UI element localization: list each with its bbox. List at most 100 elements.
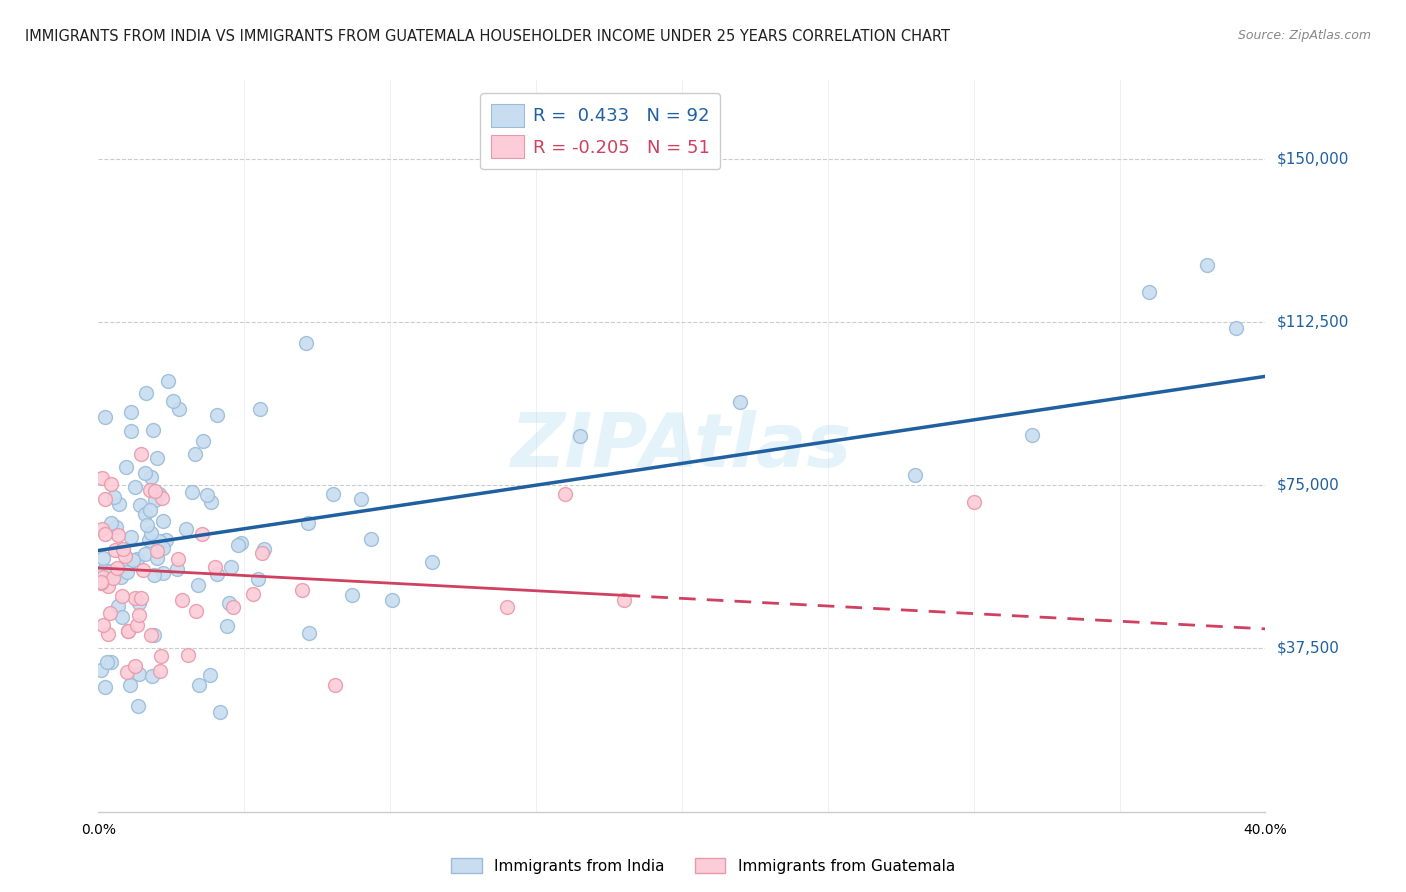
Point xyxy=(128,597,150,611)
Point xyxy=(350,492,373,507)
Point xyxy=(114,459,136,474)
Point xyxy=(141,669,163,683)
Point xyxy=(97,627,120,641)
Point xyxy=(222,599,245,614)
Point xyxy=(124,480,146,494)
Point xyxy=(142,423,165,437)
Point xyxy=(291,582,314,597)
Point xyxy=(184,447,207,461)
Point xyxy=(91,617,114,632)
Point xyxy=(191,434,214,449)
Legend: R =  0.433   N = 92, R = -0.205   N = 51: R = 0.433 N = 92, R = -0.205 N = 51 xyxy=(481,93,720,169)
Point xyxy=(125,618,148,632)
Point xyxy=(118,678,141,692)
Point xyxy=(204,560,226,574)
Point xyxy=(129,591,152,605)
Point xyxy=(145,551,167,566)
Point xyxy=(150,491,173,506)
Point xyxy=(148,534,170,549)
Point xyxy=(103,571,125,585)
Point xyxy=(325,678,347,692)
Point xyxy=(1021,427,1043,442)
Point xyxy=(148,487,170,501)
Point xyxy=(322,487,344,501)
Point xyxy=(146,450,169,465)
Point xyxy=(91,550,114,565)
Point xyxy=(107,528,129,542)
Point xyxy=(242,587,264,601)
Text: $112,500: $112,500 xyxy=(1277,314,1348,329)
Point xyxy=(613,593,636,607)
Point xyxy=(229,535,252,549)
Point xyxy=(205,566,228,581)
Point xyxy=(117,624,139,639)
Point xyxy=(155,533,177,548)
Point xyxy=(172,593,194,607)
Point xyxy=(111,609,134,624)
Point xyxy=(218,596,240,610)
Point xyxy=(138,533,160,548)
Point xyxy=(135,386,157,401)
Point xyxy=(554,487,576,501)
Point xyxy=(96,655,118,669)
Point xyxy=(100,564,122,578)
Point xyxy=(177,648,200,662)
Point xyxy=(94,409,117,424)
Point xyxy=(298,626,321,640)
Point xyxy=(360,532,382,546)
Point xyxy=(219,560,242,574)
Legend: Immigrants from India, Immigrants from Guatemala: Immigrants from India, Immigrants from G… xyxy=(444,852,962,880)
Point xyxy=(187,577,209,591)
Point xyxy=(138,483,160,497)
Point xyxy=(962,494,984,508)
Point xyxy=(184,604,207,618)
Point xyxy=(90,575,112,590)
Point xyxy=(115,565,138,579)
Point xyxy=(94,680,117,694)
Point xyxy=(136,517,159,532)
Point xyxy=(91,570,114,584)
Text: $150,000: $150,000 xyxy=(1277,151,1348,166)
Point xyxy=(143,483,166,498)
Point xyxy=(181,485,204,500)
Point xyxy=(176,522,198,536)
Point xyxy=(117,624,139,638)
Point xyxy=(127,699,149,714)
Point xyxy=(134,547,156,561)
Point xyxy=(94,527,117,541)
Point xyxy=(142,567,165,582)
Point xyxy=(198,668,221,682)
Point xyxy=(150,648,173,663)
Point xyxy=(252,546,274,560)
Point xyxy=(107,599,129,613)
Point xyxy=(90,663,112,677)
Point xyxy=(97,579,120,593)
Point xyxy=(208,705,231,719)
Point xyxy=(156,374,179,388)
Point xyxy=(297,516,319,530)
Point xyxy=(105,561,128,575)
Point xyxy=(132,563,155,577)
Point xyxy=(121,553,143,567)
Point xyxy=(129,498,152,512)
Point xyxy=(120,405,142,419)
Point xyxy=(152,514,174,528)
Point xyxy=(108,497,131,511)
Point xyxy=(93,563,115,577)
Point xyxy=(117,558,139,572)
Point xyxy=(200,495,222,509)
Point xyxy=(112,542,135,557)
Point xyxy=(120,424,142,438)
Point xyxy=(904,467,927,482)
Text: IMMIGRANTS FROM INDIA VS IMMIGRANTS FROM GUATEMALA HOUSEHOLDER INCOME UNDER 25 Y: IMMIGRANTS FROM INDIA VS IMMIGRANTS FROM… xyxy=(25,29,950,44)
Point xyxy=(195,488,218,502)
Point xyxy=(134,467,156,481)
Point xyxy=(226,538,249,552)
Text: Source: ZipAtlas.com: Source: ZipAtlas.com xyxy=(1237,29,1371,42)
Point xyxy=(294,336,316,351)
Point xyxy=(111,589,134,603)
Point xyxy=(103,542,125,557)
Point xyxy=(90,576,112,591)
Point xyxy=(1197,258,1219,272)
Point xyxy=(120,530,142,544)
